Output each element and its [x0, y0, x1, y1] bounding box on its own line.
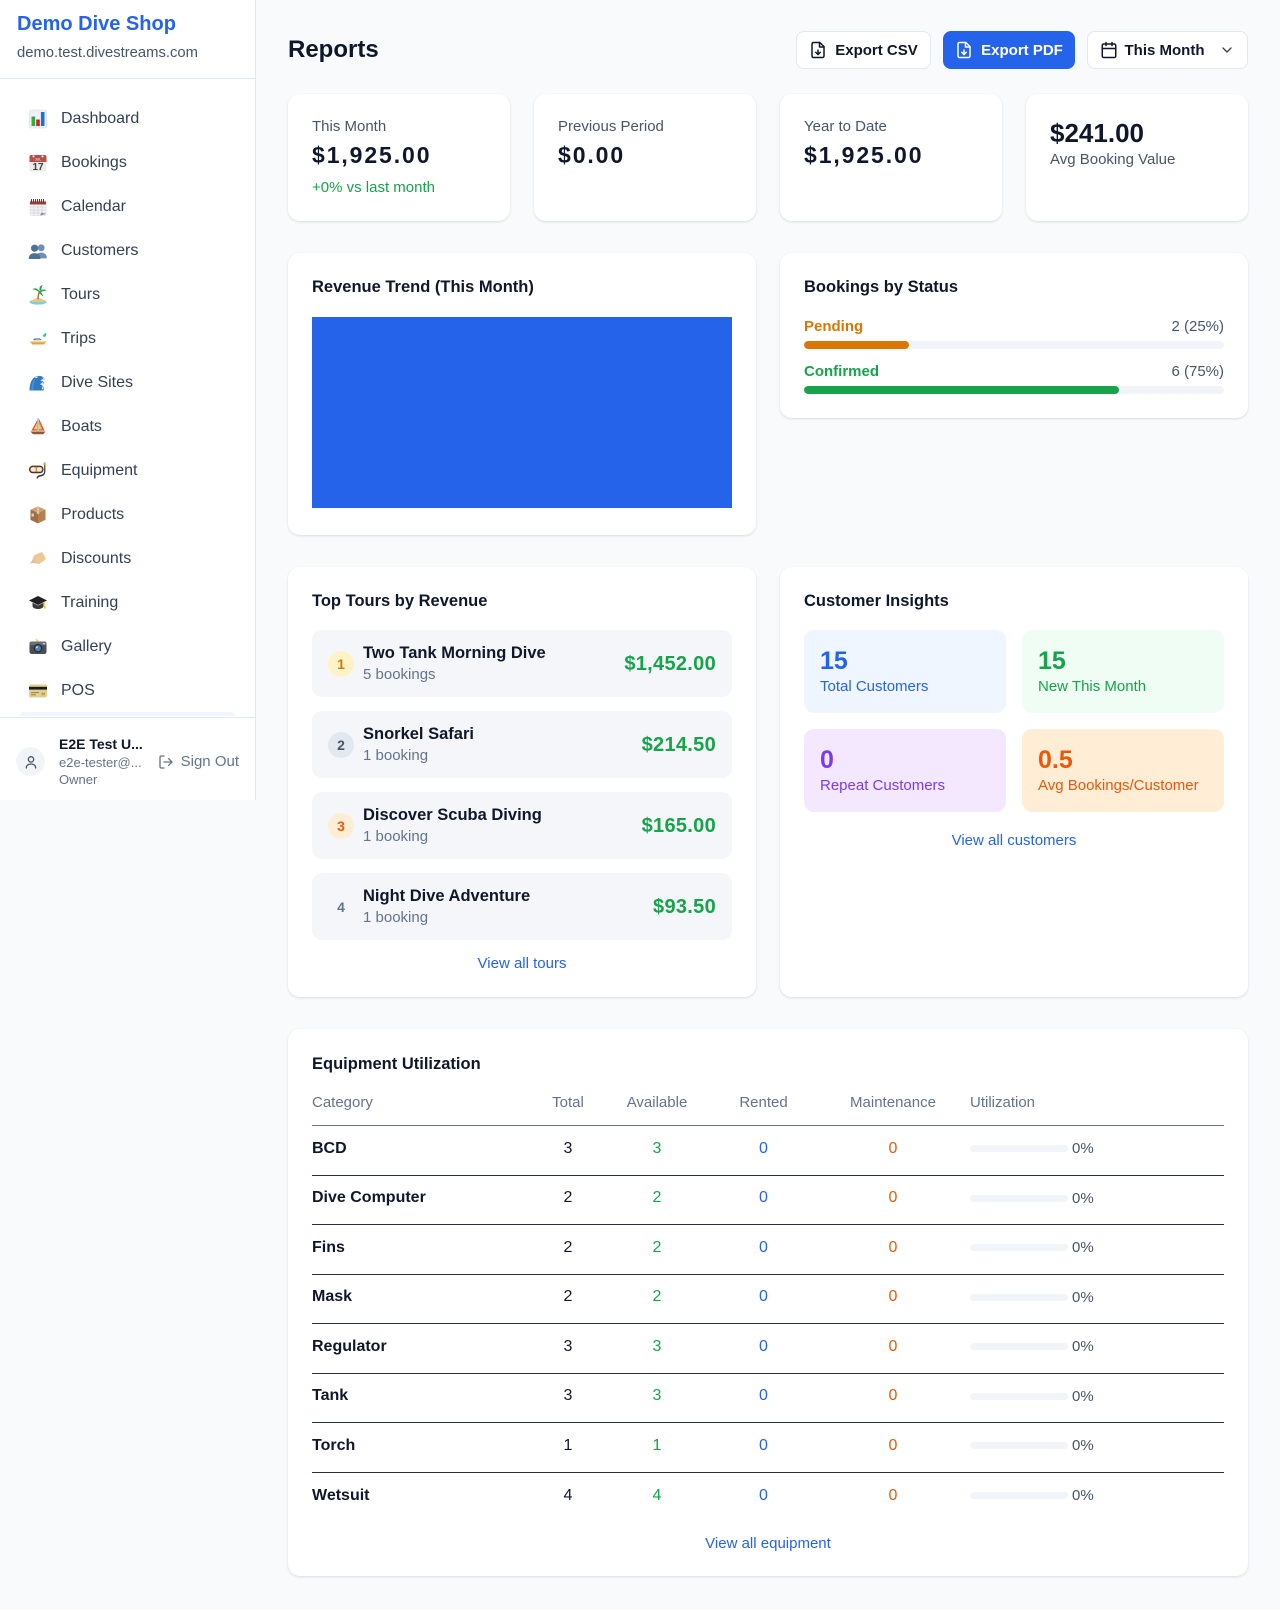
- svg-text:17: 17: [32, 162, 44, 173]
- svg-text:JUL: JUL: [35, 158, 41, 162]
